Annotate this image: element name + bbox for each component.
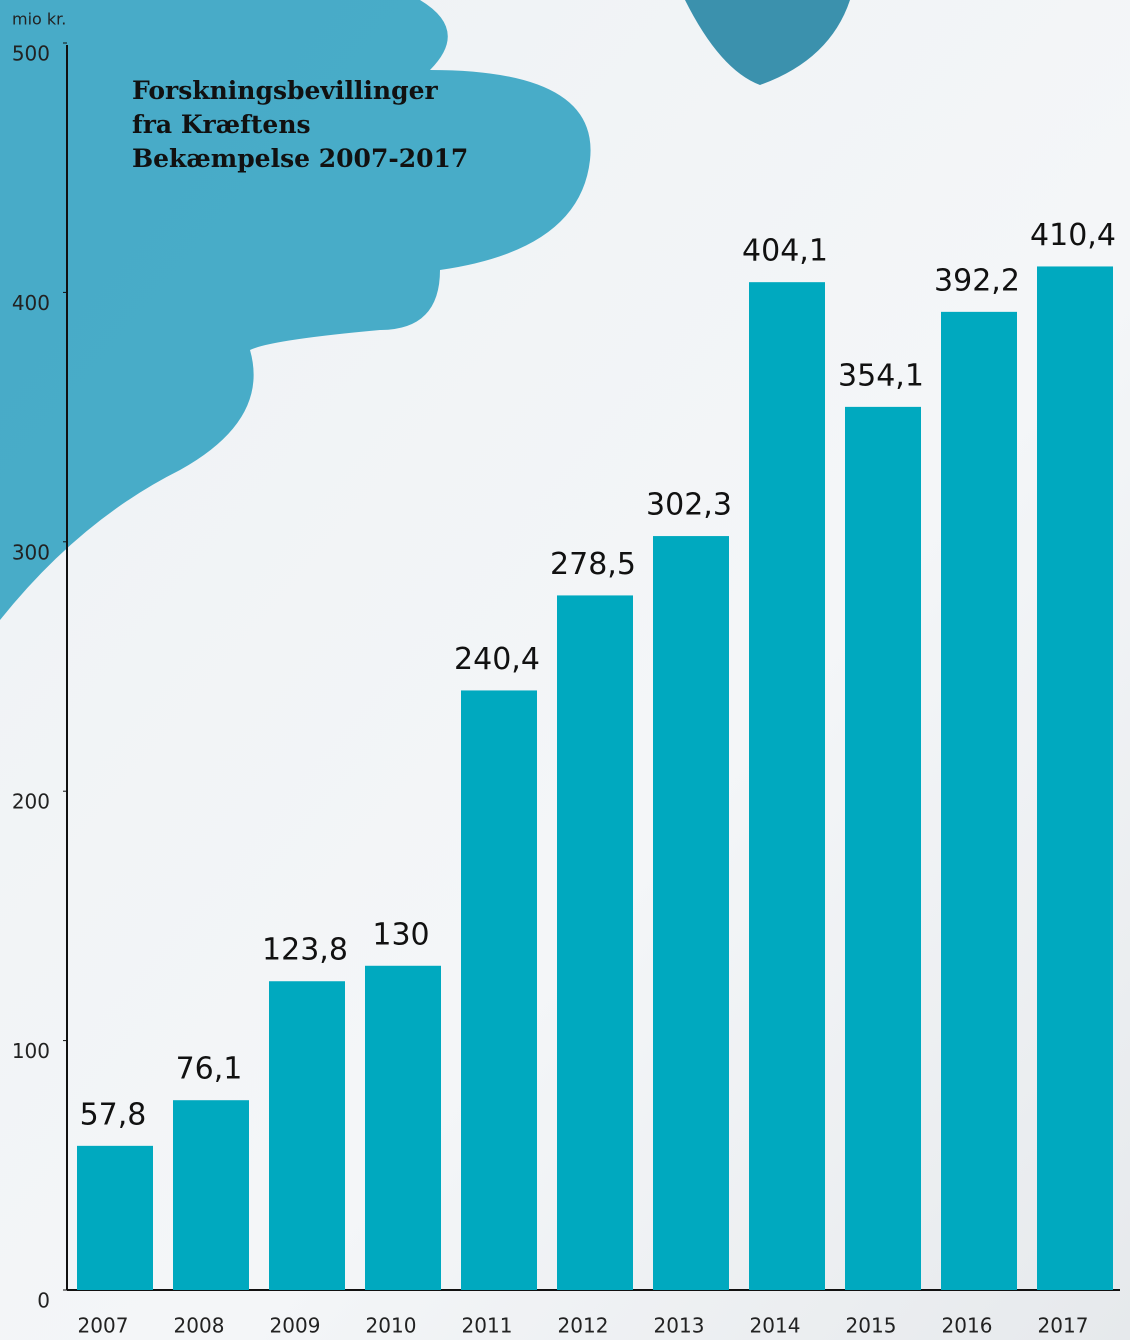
y-tick-label: 400	[12, 291, 50, 315]
x-tick-label: 2009	[270, 1314, 321, 1338]
value-label: 57,8	[80, 1097, 147, 1132]
bar	[941, 311, 1017, 1290]
bar	[653, 536, 729, 1290]
x-tick-label: 2007	[78, 1314, 129, 1338]
glove-decoration	[685, 0, 850, 85]
value-label: 404,1	[742, 234, 828, 269]
y-tick-label: 100	[12, 1039, 50, 1063]
x-tick-label: 2010	[366, 1314, 417, 1338]
bar	[77, 1145, 153, 1290]
x-tick-label: 2012	[558, 1314, 609, 1338]
bar	[269, 981, 345, 1290]
y-tick-label: 200	[12, 790, 50, 814]
value-label: 76,1	[176, 1052, 243, 1087]
value-label: 240,4	[454, 642, 540, 677]
x-tick-label: 2008	[174, 1314, 225, 1338]
bar	[749, 282, 825, 1291]
value-label: 302,3	[646, 488, 732, 523]
glove-decoration	[0, 0, 591, 620]
value-label: 410,4	[1030, 218, 1116, 253]
bar	[365, 965, 441, 1290]
x-tick-label: 2014	[750, 1314, 801, 1338]
bar	[461, 690, 537, 1290]
x-tick-label: 2016	[942, 1314, 993, 1338]
y-tick-label: 500	[12, 42, 50, 66]
chart-title: Forskningsbevillinger fra Kræftens Bekæmpe…	[132, 76, 468, 173]
bar	[845, 406, 921, 1290]
bar	[173, 1100, 249, 1290]
value-label: 392,2	[934, 263, 1020, 298]
x-tick-label: 2011	[462, 1314, 513, 1338]
bar	[557, 595, 633, 1290]
value-label: 278,5	[550, 547, 636, 582]
x-tick-label: 2013	[654, 1314, 705, 1338]
y-tick-label: 0	[37, 1289, 50, 1313]
value-label: 123,8	[262, 933, 348, 968]
y-tick-label: 300	[12, 540, 50, 564]
value-label: 130	[372, 917, 429, 952]
x-tick-label: 2017	[1038, 1314, 1089, 1338]
y-axis-label: mio kr.	[12, 10, 66, 29]
bar	[1037, 266, 1113, 1290]
value-label: 354,1	[838, 358, 924, 393]
x-tick-label: 2015	[846, 1314, 897, 1338]
